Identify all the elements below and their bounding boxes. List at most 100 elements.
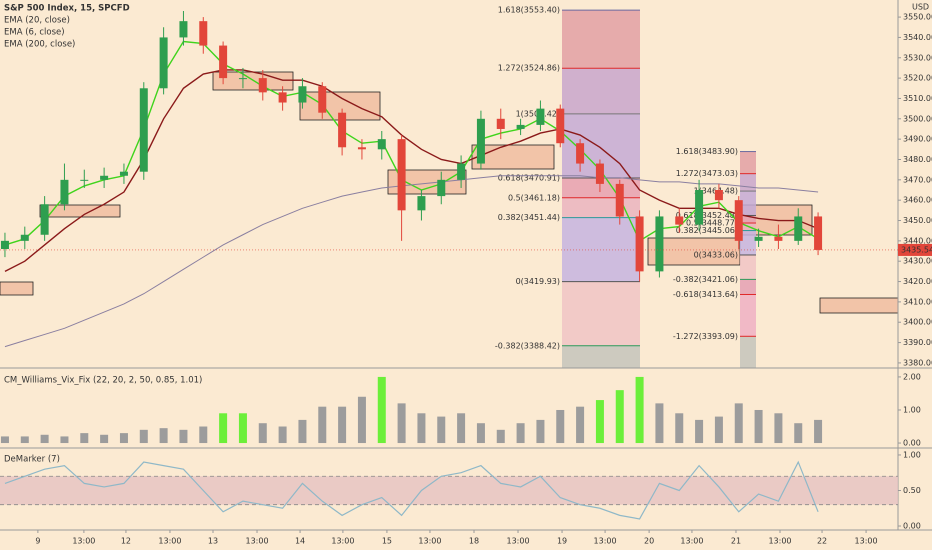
x-tick-label: 13:00 [72,537,95,546]
y-tick-label: 1.00 [903,405,921,414]
y-tick-label: 3460.00 [903,196,932,205]
candle-body [734,200,743,241]
fib-label: 0.618(3452.48) [676,211,738,220]
histogram-bar [219,413,228,444]
candle-body [476,118,485,164]
x-tick-label: 15 [382,537,392,546]
fib-zone [740,254,756,280]
fib-label: 1.272(3524.86) [498,64,560,73]
candle-body [397,139,406,211]
x-tick-label: 13:00 [506,537,529,546]
x-tick-label: 13:00 [680,537,703,546]
fib-label: 0.5(3461.18) [508,193,560,202]
histogram-bar [318,406,327,444]
histogram-bar [814,419,823,444]
x-tick-label: 13:00 [418,537,441,546]
plot-background [0,0,898,530]
fib-zone [562,10,640,69]
candle-body [100,175,109,180]
histogram-bar [635,376,644,444]
candle-body [655,216,664,272]
fib-zone [562,197,640,218]
fib-label: -1.272(3393.09) [673,332,738,341]
candle-body [278,92,287,103]
y-tick-label: 3450.00 [903,216,932,225]
histogram-bar [100,434,109,444]
candle-body [318,86,327,113]
fib-label: 0.382(3451.44) [498,213,560,222]
fib-label: -0.382(3388.42) [495,341,560,350]
x-tick-label: 13:00 [245,537,268,546]
y-tick-label: 0.50 [903,486,921,495]
histogram-bar [397,403,406,444]
histogram-bar [774,413,783,444]
histogram-bar [179,429,188,444]
chart-title: S&P 500 Index, 15, SPCFD [4,4,130,14]
candle-body [714,190,723,201]
candle-body [595,163,604,184]
box [819,297,899,314]
y-tick-label: 3420.00 [903,277,932,286]
candle-body [60,179,69,205]
candle-body [516,124,525,129]
fib-zone [740,215,756,224]
candle-body [635,216,644,272]
x-tick-label: 22 [817,537,827,546]
candle-body [814,216,823,250]
candle-body [576,143,585,164]
fib-label: 0.618(3470.91) [498,173,560,182]
candle-body [437,179,446,197]
histogram-bar [615,390,624,444]
histogram-bar [298,419,307,444]
candle-body [536,108,545,125]
histogram-bar [0,436,9,444]
histogram-bar [278,426,287,444]
histogram-bar [40,434,49,444]
x-tick-label: 20 [644,537,654,546]
histogram-bar [238,413,247,444]
histogram-bar [655,403,664,444]
candle-body [794,216,803,241]
fib-zone [562,68,640,114]
ema-line [4,175,819,348]
histogram-bar [734,403,743,444]
histogram-bar [80,433,89,444]
pane-title: CM_Williams_Vix_Fix (22, 20, 2, 50, 0.85… [4,376,202,386]
fib-zone [562,345,640,368]
x-tick-label: 13:00 [768,537,791,546]
candle-body [417,196,426,211]
y-tick-label: 3380.00 [903,358,932,367]
candle-body [119,171,128,176]
fib-label: 0.382(3445.06) [676,226,738,235]
histogram-bar [457,413,466,444]
candle-body [774,236,783,241]
x-tick-label: 14 [295,537,305,546]
candle-body [298,86,307,103]
x-tick-label: 21 [731,537,741,546]
histogram-bar [199,426,208,444]
histogram-bar [714,416,723,444]
y-tick-label: 3440.00 [903,236,932,245]
candle-body [238,78,247,80]
y-tick-label: 0.00 [903,439,921,448]
x-tick-label: 19 [557,537,567,546]
x-tick-label: 13:00 [594,537,617,546]
fib-label: 0(3419.93) [516,277,560,286]
y-tick-label: 0.00 [903,522,921,531]
y-tick-label: 3400.00 [903,318,932,327]
y-tick-label: 3410.00 [903,297,932,306]
pane-title: DeMarker (7) [4,455,60,465]
candle-body [219,45,228,79]
fib-zone [740,336,756,368]
histogram-bar [754,409,763,444]
histogram-bar [556,409,565,444]
fib-label: -0.382(3421.06) [673,275,738,284]
last-price-tag [898,243,932,256]
y-tick-label: 2.00 [903,372,921,381]
y-tick-label: 1.00 [903,450,921,459]
fib-zone [740,230,756,255]
candle-body [615,183,624,217]
histogram-bar [675,413,684,444]
candle-body [754,236,763,241]
